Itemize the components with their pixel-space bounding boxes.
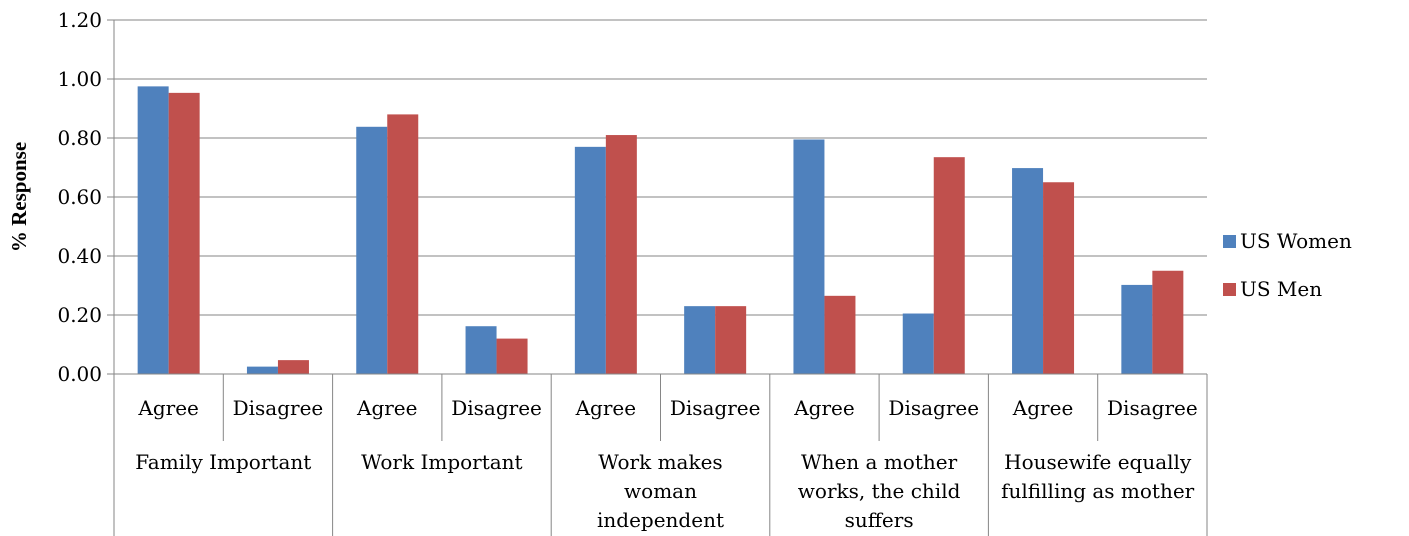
group-label: works, the child [798, 479, 961, 503]
category-label: Agree [1012, 396, 1073, 420]
legend-swatch [1223, 235, 1236, 248]
group-label: When a mother [801, 450, 958, 474]
bar-us-women [793, 139, 825, 374]
group-label: Work makes [598, 450, 722, 474]
category-label: Agree [575, 396, 636, 420]
bar-us-women [684, 306, 716, 374]
bar-us-men [1043, 182, 1075, 374]
bar-us-men [496, 338, 528, 374]
group-label: fulfilling as mother [1001, 479, 1195, 503]
bar-us-men [277, 360, 309, 374]
bar-us-women [137, 86, 169, 374]
legend-label: US Men [1240, 277, 1322, 301]
bar-us-women [574, 146, 606, 374]
category-label: Disagree [670, 396, 761, 420]
y-tick-label: 0.40 [57, 244, 102, 268]
category-label: Disagree [451, 396, 542, 420]
y-tick-label: 0.00 [57, 362, 102, 386]
bar-us-women [1121, 284, 1153, 374]
bar-us-men [824, 295, 856, 374]
group-label: woman [624, 479, 697, 503]
bar-us-men [168, 92, 200, 375]
category-label: Agree [137, 396, 198, 420]
group-label: suffers [845, 508, 914, 532]
category-label: Disagree [1107, 396, 1198, 420]
y-tick-label: 0.80 [57, 126, 102, 150]
y-tick-label: 1.20 [57, 8, 102, 32]
bar-us-men [1152, 270, 1184, 374]
bars [137, 86, 1184, 375]
bar-us-women [465, 326, 497, 374]
legend: US Women US Men [1223, 229, 1352, 301]
bar-us-women [356, 126, 388, 374]
y-axis-label: % Response [7, 142, 31, 252]
bar-us-men [715, 306, 747, 374]
legend-swatch [1223, 283, 1236, 296]
bar-us-women [1012, 168, 1044, 374]
group-label: Housewife equally [1004, 450, 1192, 474]
y-tick-label: 0.20 [57, 303, 102, 327]
category-label: Disagree [888, 396, 979, 420]
y-tick-label: 1.00 [57, 67, 102, 91]
gridlines [114, 19, 1207, 375]
bar-us-men [387, 114, 419, 375]
y-axis-ticks: 0.00 0.20 0.40 0.60 0.80 1.00 1.20 [57, 8, 114, 386]
y-tick-label: 0.60 [57, 185, 102, 209]
category-label: Agree [793, 396, 854, 420]
bar-us-men [933, 157, 965, 374]
category-label: Disagree [233, 396, 324, 420]
category-label: Agree [356, 396, 417, 420]
bar-us-women [246, 366, 278, 374]
axes [113, 20, 1208, 536]
bar-us-men [605, 135, 637, 374]
group-label: independent [597, 508, 724, 532]
legend-label: US Women [1240, 229, 1352, 253]
group-label: Work Important [361, 450, 522, 474]
group-label: Family Important [135, 450, 311, 474]
bar-us-women [902, 313, 934, 374]
x-axis-labels: Agree Disagree Agree Disagree Agree Disagree A… [135, 396, 1197, 532]
